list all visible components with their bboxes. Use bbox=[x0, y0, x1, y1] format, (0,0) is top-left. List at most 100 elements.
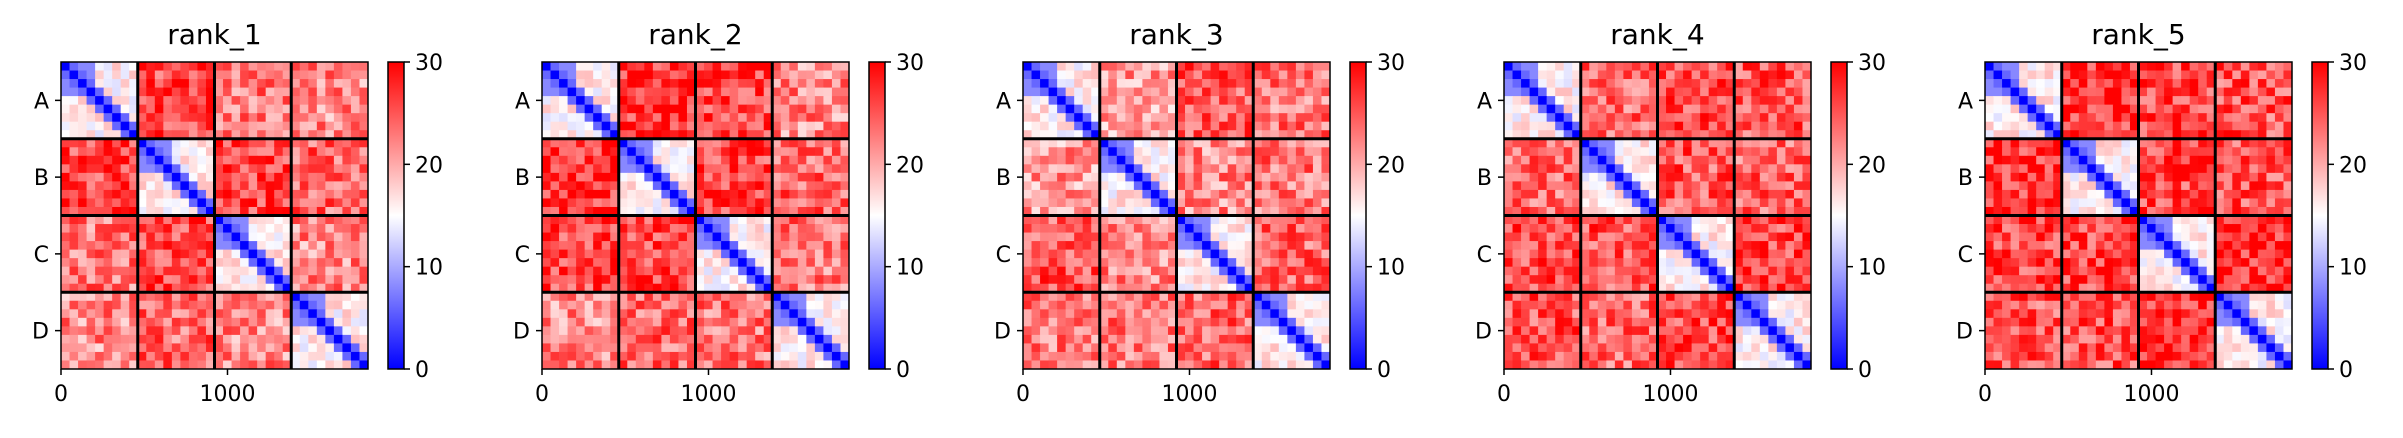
heatmap-cell bbox=[350, 224, 360, 233]
heatmap-cell bbox=[1040, 292, 1049, 302]
heatmap-cell bbox=[1563, 198, 1573, 208]
heatmap-cell bbox=[1159, 181, 1169, 191]
heatmap-cell bbox=[567, 224, 577, 233]
heatmap-cell bbox=[644, 258, 654, 268]
heatmap-cell bbox=[763, 317, 773, 327]
heatmap-cell bbox=[797, 343, 807, 353]
heatmap-cell bbox=[1125, 121, 1135, 131]
heatmap-cell bbox=[1657, 189, 1667, 199]
heatmap-cell bbox=[1261, 215, 1271, 225]
heatmap-cell bbox=[1116, 334, 1126, 344]
heatmap-cell bbox=[763, 189, 773, 199]
heatmap-cell bbox=[1057, 62, 1067, 71]
heatmap-cell bbox=[61, 155, 70, 165]
heatmap-cell bbox=[112, 266, 122, 276]
heatmap-cell bbox=[1193, 334, 1203, 344]
heatmap-cell bbox=[1776, 70, 1786, 80]
heatmap-cell bbox=[188, 62, 198, 71]
heatmap-cell bbox=[704, 241, 713, 251]
heatmap-cell bbox=[1048, 275, 1058, 285]
heatmap-cell bbox=[593, 249, 603, 259]
heatmap-cell bbox=[1099, 309, 1109, 319]
heatmap-cell bbox=[333, 79, 343, 88]
heatmap-cell bbox=[1031, 334, 1041, 344]
heatmap-cell bbox=[601, 147, 611, 157]
heatmap-cell bbox=[661, 206, 671, 216]
heatmap-cell bbox=[1802, 130, 1812, 140]
heatmap-cell bbox=[584, 147, 594, 157]
heatmap-cell bbox=[231, 164, 241, 174]
heatmap-cell bbox=[831, 96, 841, 106]
heatmap-cell bbox=[1150, 121, 1160, 131]
heatmap-cell bbox=[1614, 87, 1624, 97]
heatmap-cell bbox=[729, 189, 739, 199]
heatmap-cell bbox=[840, 224, 850, 233]
heatmap-cell bbox=[163, 104, 173, 114]
heatmap-cell bbox=[1065, 292, 1075, 302]
heatmap-cell bbox=[282, 258, 292, 268]
heatmap-cell bbox=[1065, 87, 1075, 97]
heatmap-cell bbox=[814, 232, 824, 242]
heatmap-cell bbox=[669, 258, 679, 268]
heatmap-cell bbox=[1580, 164, 1590, 174]
heatmap-cell bbox=[644, 79, 654, 88]
heatmap-cell bbox=[1040, 258, 1049, 268]
heatmap-cell bbox=[205, 198, 215, 208]
heatmap-cell bbox=[652, 317, 662, 327]
heatmap-cell bbox=[1691, 62, 1701, 71]
heatmap-cell bbox=[1108, 206, 1118, 216]
heatmap-cell bbox=[1623, 172, 1633, 182]
heatmap-cell bbox=[1504, 130, 1513, 140]
heatmap-cell bbox=[584, 232, 594, 242]
heatmap-cell bbox=[1312, 266, 1322, 276]
heatmap-cell bbox=[350, 181, 360, 191]
heatmap-cell bbox=[1040, 326, 1049, 336]
heatmap-cell bbox=[763, 130, 773, 140]
heatmap-cell bbox=[180, 130, 190, 140]
heatmap-cell bbox=[1295, 360, 1305, 370]
heatmap-cell bbox=[1159, 79, 1169, 88]
heatmap-cell bbox=[610, 351, 620, 361]
heatmap-cell bbox=[1210, 62, 1220, 71]
heatmap-cell bbox=[610, 232, 620, 242]
heatmap-cell bbox=[350, 164, 360, 174]
heatmap-cell bbox=[1683, 232, 1693, 242]
heatmap-cell bbox=[163, 79, 173, 88]
heatmap-cell bbox=[78, 70, 87, 80]
heatmap-cell bbox=[1614, 70, 1624, 80]
heatmap-cell bbox=[1167, 326, 1177, 336]
heatmap-cell bbox=[265, 300, 275, 310]
heatmap-cell bbox=[610, 292, 620, 302]
heatmap-cell bbox=[1785, 113, 1795, 123]
heatmap-cell bbox=[180, 317, 190, 327]
heatmap-cell bbox=[1640, 113, 1650, 123]
heatmap-cell bbox=[729, 317, 739, 327]
heatmap-cell bbox=[325, 360, 335, 370]
heatmap-cell bbox=[231, 87, 241, 97]
heatmap-cell bbox=[274, 206, 284, 216]
heatmap-cell bbox=[755, 164, 765, 174]
heatmap-cell bbox=[78, 360, 87, 370]
heatmap-cell bbox=[1253, 206, 1263, 216]
heatmap-cell bbox=[772, 189, 782, 199]
heatmap-cell bbox=[1785, 181, 1795, 191]
heatmap-cell bbox=[652, 232, 662, 242]
heatmap-cell bbox=[601, 164, 611, 174]
heatmap-cell bbox=[1321, 309, 1331, 319]
heatmap-cell bbox=[840, 121, 850, 131]
heatmap-cell bbox=[1657, 62, 1667, 71]
heatmap-cell bbox=[205, 241, 215, 251]
heatmap-cell bbox=[86, 104, 96, 114]
heatmap-cell bbox=[299, 172, 309, 182]
heatmap-cell bbox=[1202, 232, 1212, 242]
heatmap-cell bbox=[559, 232, 568, 242]
heatmap-cell bbox=[146, 181, 156, 191]
heatmap-cell bbox=[1785, 164, 1795, 174]
heatmap-cell bbox=[78, 309, 87, 319]
heatmap-cell bbox=[1623, 224, 1633, 233]
heatmap-cell bbox=[1683, 130, 1693, 140]
heatmap-cell bbox=[291, 224, 301, 233]
heatmap-cell bbox=[1776, 181, 1786, 191]
heatmap-cell bbox=[1057, 189, 1067, 199]
heatmap-cell bbox=[112, 181, 122, 191]
